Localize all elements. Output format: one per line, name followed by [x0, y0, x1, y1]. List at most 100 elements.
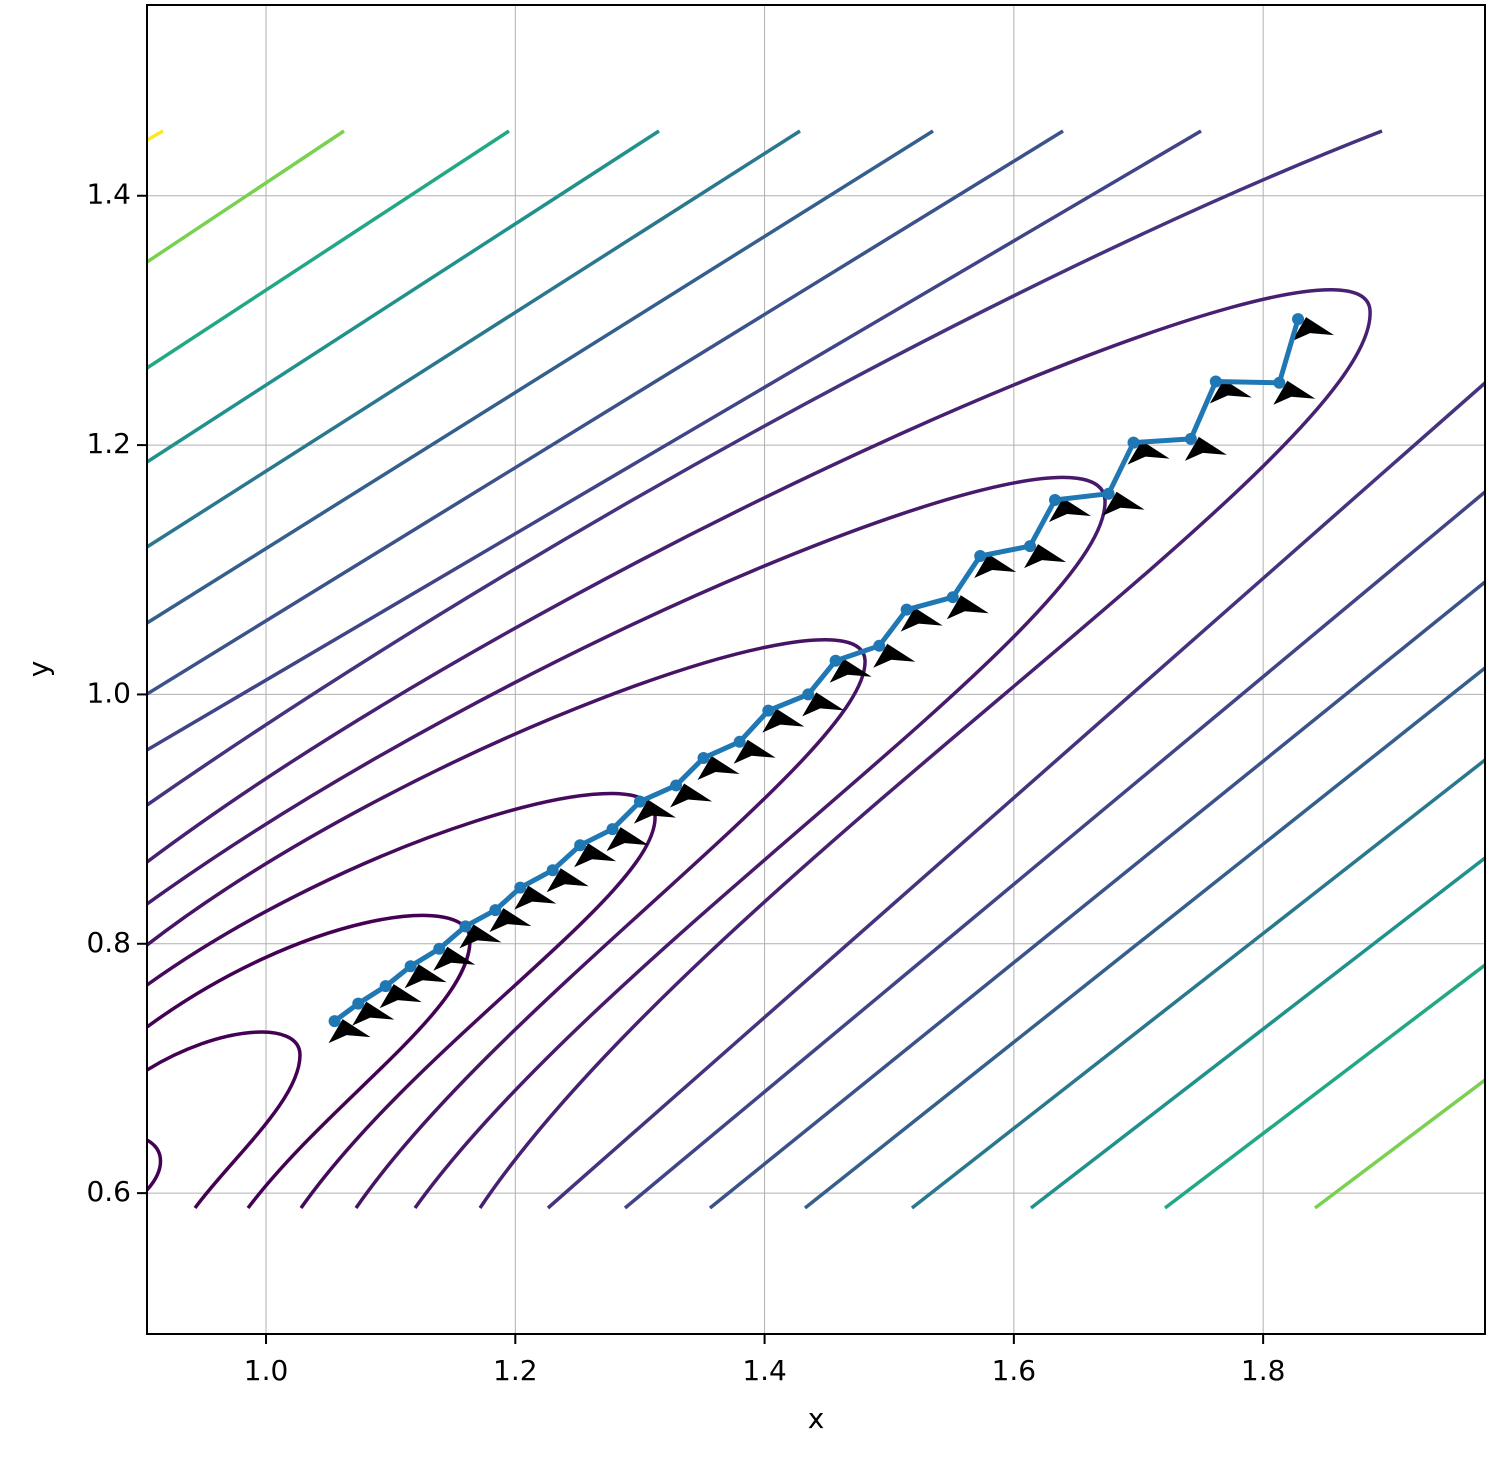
gradient-arrow — [379, 984, 422, 1009]
point — [489, 904, 502, 917]
gradient-arrow — [606, 827, 649, 852]
gradient-arrow — [574, 843, 617, 868]
point — [574, 839, 587, 852]
gradient-arrow — [1048, 497, 1091, 522]
point — [606, 823, 619, 836]
point — [404, 960, 417, 973]
gradient-arrow — [633, 799, 676, 824]
point — [697, 752, 710, 765]
plot-frame — [146, 4, 1486, 1335]
contour — [910, 758, 1485, 1210]
point — [1024, 540, 1037, 553]
point — [633, 795, 646, 808]
gradient-arrow — [352, 1001, 395, 1026]
x-tick-label: 1.4 — [742, 1354, 787, 1387]
point — [328, 1015, 341, 1028]
contour — [803, 666, 1485, 1210]
gradient-arrow — [762, 708, 805, 733]
gradient-arrow — [1209, 379, 1252, 404]
gradient-arrow — [1292, 317, 1335, 342]
point — [873, 639, 886, 652]
data — [328, 313, 1335, 1044]
x-axis-label: x — [808, 1402, 825, 1435]
gradient-arrow — [1102, 491, 1145, 516]
contours — [147, 129, 1485, 1210]
contour — [147, 288, 1372, 1209]
y-tick-label: 1.2 — [86, 427, 131, 460]
point — [1273, 376, 1286, 389]
gradient-arrow — [1273, 380, 1316, 405]
gradient-arrow — [1184, 436, 1227, 461]
y-tick-label: 1.0 — [86, 676, 131, 709]
contour — [147, 129, 934, 625]
gradient-arrow — [829, 658, 872, 683]
series-line — [333, 318, 1301, 1024]
point — [1209, 375, 1222, 388]
contour — [147, 475, 1107, 1210]
gradient-arrow — [697, 756, 740, 781]
point — [1127, 436, 1140, 449]
point — [1292, 313, 1305, 326]
contour — [147, 129, 164, 142]
point — [670, 779, 683, 792]
x-tick-label: 1.8 — [1241, 1354, 1286, 1387]
contour — [147, 129, 1064, 696]
contour — [1163, 963, 1485, 1210]
gradient-arrow — [900, 607, 943, 632]
contour — [147, 129, 345, 264]
contour — [147, 129, 1383, 807]
grid — [147, 5, 1485, 1334]
gradient-arrow — [433, 946, 476, 971]
gradient-arrow — [802, 692, 845, 717]
y-tick-label: 0.6 — [86, 1175, 131, 1208]
gradient-arrow — [1127, 440, 1170, 465]
contour — [147, 129, 801, 549]
contour — [147, 791, 657, 1210]
point — [1102, 487, 1115, 500]
contour — [546, 381, 1485, 1210]
point — [352, 997, 365, 1010]
contour — [1313, 1078, 1485, 1210]
gradient-arrow — [328, 1019, 371, 1044]
gradient-arrow — [733, 739, 776, 764]
gradient-arrow — [459, 924, 502, 949]
contour — [147, 638, 867, 1209]
y-tick-label: 1.4 — [86, 178, 131, 211]
gradient-arrow — [489, 908, 532, 933]
contour — [1029, 856, 1485, 1210]
point — [433, 942, 446, 955]
contour — [147, 129, 510, 370]
point — [546, 864, 559, 877]
point — [900, 603, 913, 616]
x-tick-label: 1.0 — [244, 1354, 289, 1387]
contour — [147, 129, 1202, 752]
point — [379, 980, 392, 993]
y-axis-label: y — [22, 661, 55, 678]
gradient-arrow — [670, 783, 713, 808]
point — [829, 654, 842, 667]
point — [514, 881, 527, 894]
x-tick-label: 1.2 — [493, 1354, 538, 1387]
gradient-arrow — [404, 964, 447, 989]
contour — [147, 1138, 163, 1192]
point — [974, 550, 987, 563]
gradient-arrow — [946, 595, 989, 620]
point — [459, 920, 472, 933]
contour — [708, 580, 1485, 1210]
contour — [147, 1030, 302, 1210]
point — [1184, 432, 1197, 445]
point — [802, 688, 815, 701]
contour — [623, 490, 1485, 1210]
point — [733, 735, 746, 748]
point — [762, 704, 775, 717]
gradient-arrow — [546, 868, 589, 893]
gradient-arrow — [974, 554, 1017, 579]
x-tick-label: 1.6 — [992, 1354, 1037, 1387]
point — [1048, 493, 1061, 506]
gradient-arrow — [514, 885, 557, 910]
y-tick-label: 0.8 — [86, 926, 131, 959]
contour — [147, 129, 660, 464]
gradient-arrow — [873, 643, 916, 668]
gradient-arrow — [1024, 544, 1067, 569]
